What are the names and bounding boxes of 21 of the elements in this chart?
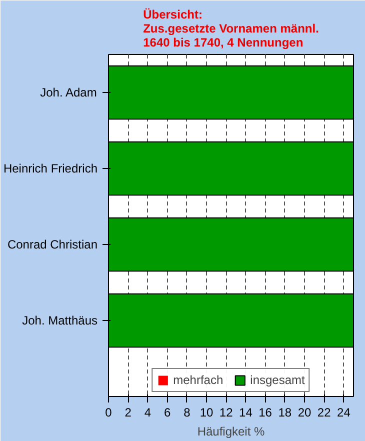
x-tick-label: 14 bbox=[239, 406, 253, 420]
x-tick-label: 6 bbox=[164, 406, 171, 420]
x-axis-title: Häufigkeit % bbox=[197, 424, 266, 438]
legend-label: insgesamt bbox=[250, 373, 305, 387]
y-tick-label: Joh. Matthäus bbox=[22, 314, 98, 328]
x-tick-label: 24 bbox=[337, 406, 351, 420]
legend-label: mehrfach bbox=[173, 373, 224, 387]
y-tick-label: Joh. Adam bbox=[40, 86, 97, 100]
y-tick-label: Conrad Christian bbox=[7, 238, 98, 252]
x-tick-label: 20 bbox=[298, 406, 312, 420]
y-tick-label: Heinrich Friedrich bbox=[3, 162, 98, 176]
x-tick-label: 22 bbox=[317, 406, 332, 420]
x-tick-label: 2 bbox=[124, 406, 132, 420]
x-tick-label: 10 bbox=[200, 406, 214, 420]
x-tick-label: 18 bbox=[278, 406, 292, 420]
chart-title: Übersicht: Zus.gesetzte Vornamen männl. 1640 bis 1740, 4 Nennungen bbox=[143, 8, 319, 50]
x-tick-label: 12 bbox=[219, 406, 234, 420]
x-tick-label: 16 bbox=[258, 406, 272, 420]
x-tick-label: 0 bbox=[105, 406, 112, 420]
x-tick-label: 8 bbox=[184, 406, 191, 420]
x-tick-label: 4 bbox=[144, 406, 152, 420]
